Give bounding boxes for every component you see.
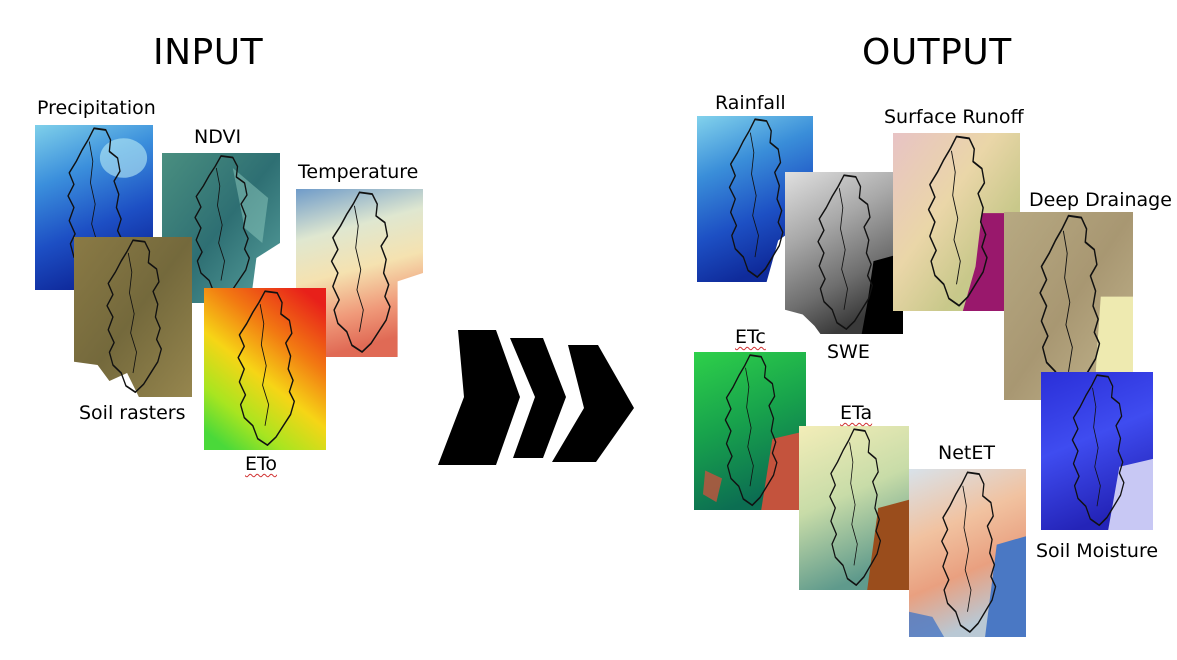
chevron-2 (510, 338, 566, 458)
surface-runoff-label: Surface Runoff (884, 106, 1024, 128)
swe-map (785, 172, 903, 334)
netet-label: NetET (938, 442, 995, 464)
chevron-3 (552, 345, 634, 462)
output-title: OUTPUT (862, 32, 1012, 73)
soil-moisture-map (1041, 372, 1153, 530)
transform-arrows (438, 330, 634, 465)
soil-rasters-label: Soil rasters (79, 402, 186, 424)
eta-map (799, 426, 909, 590)
soil-moisture-label: Soil Moisture (1036, 540, 1159, 562)
eta-label: ETa (840, 402, 873, 424)
surface-runoff-map (893, 133, 1020, 311)
netet-map (909, 469, 1026, 637)
etc-map (694, 352, 806, 510)
soil-rasters-map (74, 237, 192, 397)
temperature-label: Temperature (298, 161, 419, 183)
eto-label: ETo (245, 453, 278, 475)
ndvi-label: NDVI (194, 126, 242, 148)
rainfall-label: Rainfall (715, 92, 786, 114)
deep-drainage-label: Deep Drainage (1029, 189, 1172, 211)
deep-drainage-map (1004, 212, 1133, 400)
chevron-1 (438, 330, 520, 465)
precipitation-label: Precipitation (37, 97, 156, 119)
swe-label: SWE (827, 341, 870, 363)
input-title: INPUT (153, 32, 264, 73)
etc-label: ETc (735, 326, 766, 348)
eto-map (204, 288, 326, 450)
